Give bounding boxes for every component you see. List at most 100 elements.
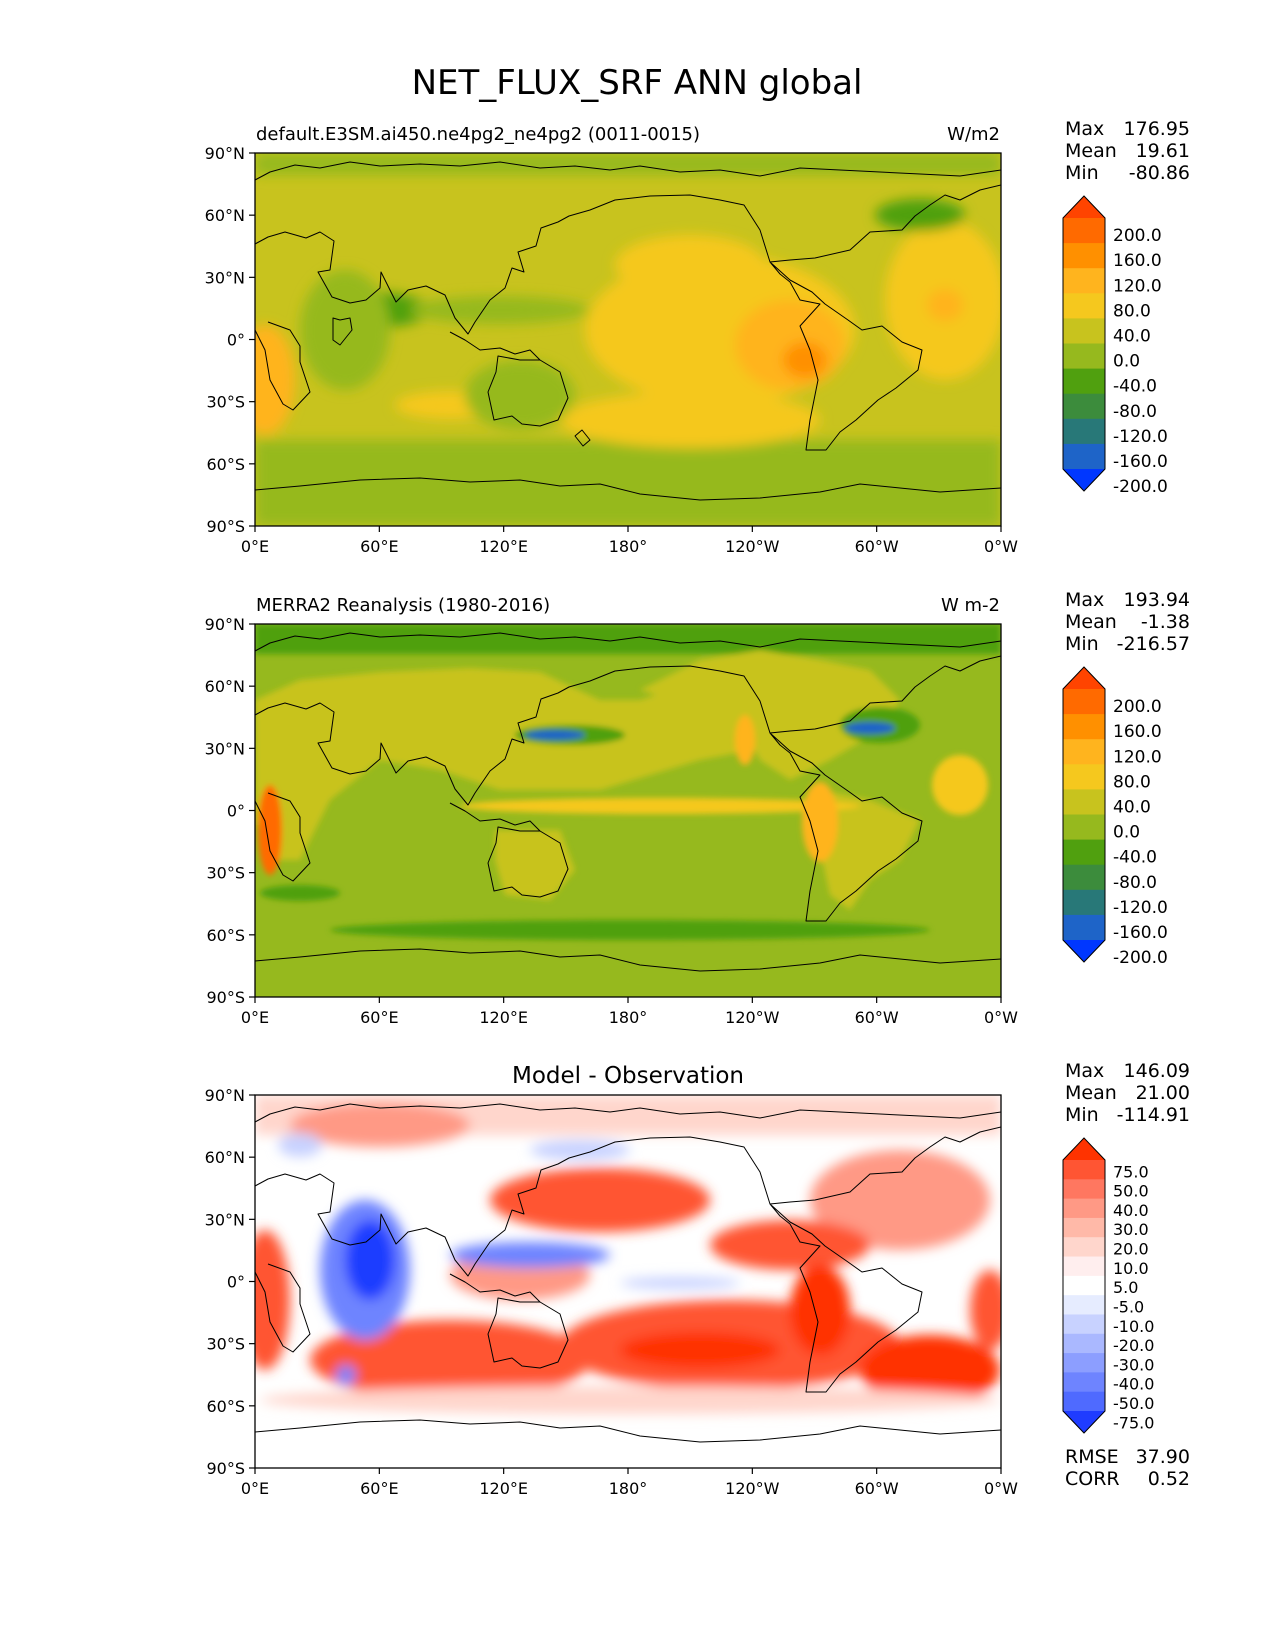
colorbar-segment: [1063, 864, 1105, 891]
stat-mean-label: Mean: [1065, 611, 1117, 633]
lat-tick-label: 30°S: [206, 393, 245, 412]
colorbar-label: 50.0: [1113, 1182, 1149, 1201]
colorbar-segment: [1063, 1179, 1105, 1200]
colorbar-segment: [1063, 1275, 1105, 1296]
lon-tick-label: 180°: [609, 1008, 648, 1027]
colorbar-label: -120.0: [1113, 427, 1168, 447]
colorbar-segment: [1063, 1217, 1105, 1238]
lon-tick-label: 60°W: [855, 1008, 899, 1027]
field-gulf-stream-core: [845, 722, 895, 734]
field-north-atlantic-green: [875, 199, 965, 231]
colorbar-label: 200.0: [1113, 697, 1162, 717]
colorbar: 200.0 160.0 120.0 80.0 40.0 0.0 -40.0 -80.0 -120…: [1062, 195, 1168, 497]
colorbar-label: -40.0: [1113, 1375, 1154, 1394]
colorbar-label: 40.0: [1113, 327, 1151, 347]
lat-tick-label: 90°S: [206, 988, 245, 1007]
field-north-pacific-warm: [615, 235, 765, 295]
colorbar-segment: [1063, 1256, 1105, 1277]
colorbar-segment: [1063, 839, 1105, 866]
lat-tick-label: 90°S: [206, 1459, 245, 1478]
stat-mean-label: Mean: [1065, 140, 1117, 162]
lon-ticks: 0°E 60°E 120°E 180° 120°W 60°W 0°W: [241, 1468, 1018, 1498]
stat-min-value: -216.57: [1117, 633, 1190, 655]
colorbar-segment: [1063, 1295, 1105, 1315]
field-map: [255, 624, 1001, 997]
coastlines: [255, 632, 1001, 972]
panel-title-left: MERRA2 Reanalysis (1980-2016): [256, 595, 550, 616]
lon-tick-label: 120°E: [479, 1479, 528, 1498]
stat-max-label: Max: [1065, 589, 1104, 611]
colorbar-segment: [1063, 764, 1105, 790]
lat-tick-label: 90°N: [205, 615, 245, 634]
lat-tick-label: 0°: [227, 331, 245, 350]
field-agulhas: [260, 885, 340, 901]
field-kuroshio-core: [525, 730, 585, 740]
lon-tick-label: 0°E: [241, 1479, 269, 1498]
stat-mean-value: 21.00: [1136, 1082, 1190, 1104]
lon-tick-label: 0°W: [984, 1479, 1018, 1498]
lat-tick-label: 0°: [227, 1273, 245, 1292]
field-north-pacific-red: [490, 1168, 710, 1232]
field-atlantic-warm: [932, 755, 988, 815]
lon-tick-label: 60°W: [855, 1479, 899, 1498]
panel-units: W m-2: [941, 595, 1000, 616]
field-arctic-red: [290, 1103, 470, 1147]
field-australia: [495, 830, 575, 900]
colorbar-segment: [1063, 318, 1105, 344]
lon-tick-label: 0°W: [984, 537, 1018, 556]
coastlines: [255, 161, 1001, 501]
field-equatorial-blue: [620, 1277, 740, 1289]
colorbar-label: 120.0: [1113, 276, 1162, 296]
colorbar-label: 0.0: [1113, 352, 1140, 372]
colorbar-segment: [1063, 914, 1105, 941]
field-eurasia: [255, 668, 800, 860]
lat-tick-label: 30°N: [205, 268, 245, 287]
lat-tick-label: 30°S: [206, 1335, 245, 1354]
colorbar-label: -80.0: [1113, 402, 1157, 422]
colorbar-segment: [1063, 218, 1105, 244]
colorbar-extend-top: [1063, 667, 1105, 689]
colorbar-segment: [1063, 1391, 1105, 1412]
colorbar-segment: [1063, 1314, 1105, 1335]
stat-rmse-label: RMSE: [1065, 1446, 1119, 1468]
lat-ticks: 90°N 60°N 30°N 0° 30°S 60°S 90°S: [205, 144, 255, 536]
colorbar-segment: [1063, 243, 1105, 269]
field-west-pacific-green: [410, 296, 590, 324]
colorbar-label: -10.0: [1113, 1317, 1154, 1336]
lat-tick-label: 60°S: [206, 926, 245, 945]
colorbar-label: -160.0: [1113, 452, 1168, 472]
stat-min-value: -80.86: [1129, 162, 1190, 184]
lon-tick-label: 60°E: [360, 1479, 398, 1498]
colorbar-outline: [1062, 666, 1106, 963]
colorbar-extend-top: [1063, 1138, 1105, 1160]
lon-tick-label: 120°W: [725, 537, 780, 556]
panel-difference: Model - Observation: [205, 1060, 1190, 1498]
panel-units: W/m2: [947, 124, 1000, 145]
field-atlantic-hot: [927, 289, 963, 321]
stat-mean-value: -1.38: [1141, 611, 1190, 633]
colorbar-segment: [1063, 1372, 1105, 1393]
lon-tick-label: 180°: [609, 1479, 648, 1498]
colorbar-label: -30.0: [1113, 1355, 1154, 1374]
colorbar-extend-top: [1063, 196, 1105, 218]
lat-tick-label: 60°N: [205, 206, 245, 225]
colorbar-segment: [1063, 889, 1105, 916]
figure-title: NET_FLUX_SRF ANN global: [412, 63, 863, 103]
lon-tick-label: 60°E: [360, 537, 398, 556]
field-east-pacific-hot: [735, 300, 845, 390]
panel-test: default.E3SM.ai450.ne4pg2_ne4pg2 (0011-0…: [205, 118, 1190, 556]
stat-rmse-value: 37.90: [1136, 1446, 1190, 1468]
lon-tick-label: 120°E: [479, 1008, 528, 1027]
colorbar-label: 80.0: [1113, 301, 1151, 321]
field-north-america: [640, 650, 900, 780]
colorbar-label: -120.0: [1113, 898, 1168, 918]
lon-tick-label: 120°W: [725, 1008, 780, 1027]
colorbar-extend-bottom: [1063, 469, 1105, 491]
colorbar-label: 160.0: [1113, 251, 1162, 271]
stats-block: Max 176.95 Mean 19.61 Min -80.86: [1065, 118, 1190, 184]
field-africa-green: [300, 270, 390, 390]
colorbar-segment: [1063, 1237, 1105, 1258]
colorbar-label: 30.0: [1113, 1220, 1149, 1239]
colorbar-label: 40.0: [1113, 798, 1151, 818]
colorbar-segment: [1063, 689, 1105, 715]
